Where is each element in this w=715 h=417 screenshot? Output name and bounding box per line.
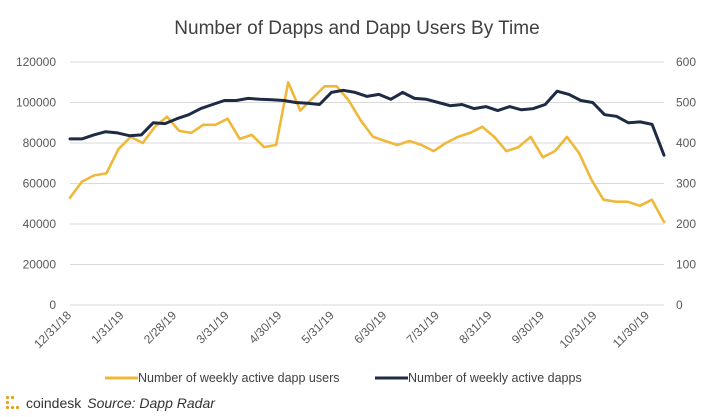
x-tick-label: 8/31/19 <box>456 308 494 346</box>
y-right-tick-label: 300 <box>676 177 696 191</box>
x-tick-label: 3/31/19 <box>194 308 232 346</box>
y-left-tick-label: 80000 <box>23 136 57 150</box>
legend-label: Number of weekly active dapps <box>408 371 582 385</box>
y-right-tick-label: 500 <box>676 96 696 110</box>
x-tick-label: 5/31/19 <box>299 308 337 346</box>
x-tick-label: 10/31/19 <box>557 308 600 351</box>
grid <box>70 61 664 306</box>
x-tick-label: 2/28/19 <box>141 308 179 346</box>
x-tick-label: 6/30/19 <box>351 308 389 346</box>
x-tick-label: 11/30/19 <box>610 308 653 351</box>
chart-title: Number of Dapps and Dapp Users By Time <box>174 18 539 39</box>
x-tick-label: 7/31/19 <box>404 308 442 346</box>
y-right-tick-label: 100 <box>676 258 696 272</box>
x-axis: 12/31/18 1/31/19 2/28/19 3/31/19 4/30/19 5/31… <box>31 308 652 351</box>
footer: coindesk Source: Dapp Radar <box>6 393 215 413</box>
y-right-tick-label: 600 <box>676 55 696 69</box>
coindesk-logo-icon <box>6 396 20 410</box>
series-line-active-dapps <box>68 88 666 157</box>
y-right-tick-label: 200 <box>676 217 696 231</box>
x-tick-label: 4/30/19 <box>246 308 284 346</box>
legend-label: Number of weekly active dapp users <box>138 371 339 385</box>
brand-name: coindesk <box>26 395 82 411</box>
y-left-tick-label: 60000 <box>23 177 57 191</box>
y-left-tick-label: 120000 <box>16 55 56 69</box>
y-left-tick-label: 0 <box>49 298 56 312</box>
y-axis-right: 0 100 200 300 400 500 600 <box>676 55 696 312</box>
series-lines <box>68 81 666 224</box>
y-right-tick-label: 400 <box>676 136 696 150</box>
legend: Number of weekly active dapp users Number… <box>105 371 582 385</box>
x-tick-label: 12/31/18 <box>31 308 74 351</box>
y-axis-left: 0 20000 40000 60000 80000 100000 120000 <box>16 55 56 312</box>
x-tick-label: 9/30/19 <box>509 308 547 346</box>
y-left-tick-label: 20000 <box>23 258 57 272</box>
y-left-tick-label: 40000 <box>23 217 57 231</box>
series-line-active-users <box>68 81 666 224</box>
source-note: Source: Dapp Radar <box>87 395 215 411</box>
y-left-tick-label: 100000 <box>16 96 56 110</box>
y-right-tick-label: 0 <box>676 298 683 312</box>
x-tick-label: 1/31/19 <box>88 308 126 346</box>
